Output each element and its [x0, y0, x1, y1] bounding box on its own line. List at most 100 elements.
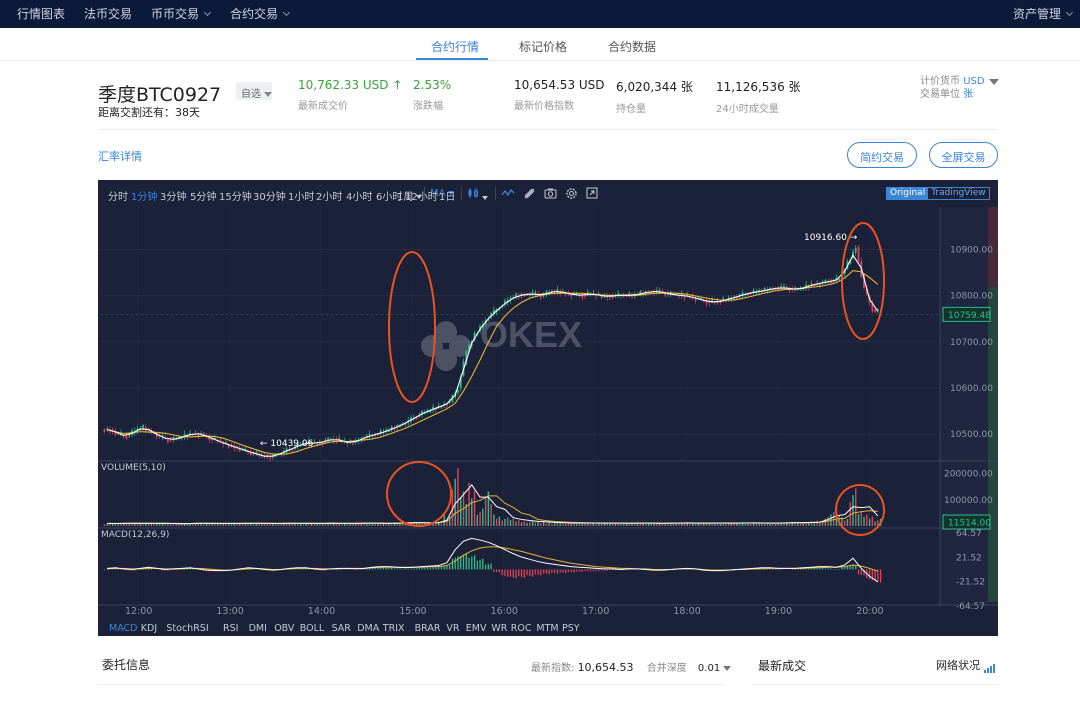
merge-depth-select[interactable]: 0.01 — [698, 663, 732, 674]
tab-contract-data[interactable]: 合约数据 — [608, 40, 657, 54]
candle-body — [111, 429, 114, 432]
indicator-option-dma[interactable]: DMA — [357, 623, 380, 634]
indicator-option-sar[interactable]: SAR — [331, 623, 351, 634]
indicator-option-emv[interactable]: EMV — [465, 623, 487, 634]
indicator-option-boll[interactable]: BOLL — [299, 623, 325, 634]
fullscreen-trade-button[interactable]: 全屏交易 — [929, 142, 998, 168]
current-volume-text: 11514.00 — [948, 519, 991, 529]
view-tradingview-option[interactable]: TradingView — [931, 188, 986, 198]
candle-body — [592, 293, 595, 295]
index-price-stat: 10,654.53 USD 最新价格指数 — [514, 78, 605, 112]
timeframe-option[interactable]: 1小时 — [288, 192, 315, 203]
ma-selector[interactable]: MA — [430, 188, 455, 199]
indicator-option-stochrsi[interactable]: StochRSI — [166, 623, 209, 634]
candle-body — [512, 298, 515, 300]
tab-mark-price[interactable]: 标记价格 — [519, 40, 568, 54]
unit-selector[interactable]: 计价货币 USD 交易单位 张 — [920, 75, 999, 101]
candle-body — [338, 438, 341, 440]
indicator-option-vr[interactable]: VR — [446, 623, 460, 634]
price-tick-label: 10500.00 — [950, 430, 993, 440]
last-price-label: 最新成交价 — [298, 101, 348, 112]
timeframe-option[interactable]: 15分钟 — [219, 192, 252, 203]
candle-body — [584, 295, 586, 297]
timeframe-week[interactable]: 1周 — [397, 188, 423, 203]
macd-tick-label: 64.57 — [956, 529, 982, 539]
nav-item-futures[interactable]: 合约交易 — [230, 5, 291, 22]
price-tick-label: 10800.00 — [950, 292, 993, 302]
candle-body — [824, 280, 827, 283]
ticker-header: 季度BTC0927 距离交割还有：38天 自选 10,762.33 USD ↑ … — [98, 72, 999, 130]
candle-body — [202, 433, 205, 435]
indicator-option-macd[interactable]: MACD — [109, 623, 138, 634]
last-price-stat: 10,762.33 USD ↑ 最新成交价 — [298, 78, 402, 112]
indicator-option-mtm[interactable]: MTM — [536, 623, 559, 634]
candle-body — [796, 289, 799, 291]
indicator-option-wr[interactable]: WR — [491, 623, 508, 634]
candle-body — [434, 408, 437, 410]
indicator-option-obv[interactable]: OBV — [274, 623, 295, 634]
candle-body — [316, 443, 318, 445]
kline-chart[interactable]: 10900.00 10800.00 10700.00 10600.00 10500.00… — [98, 180, 998, 636]
caret-down-icon — [264, 92, 272, 97]
candle-body — [705, 300, 708, 304]
candle-body — [448, 400, 451, 404]
watermark-text: OKEX — [480, 314, 582, 355]
candle-body — [752, 290, 755, 293]
indicator-option-rsi[interactable]: RSI — [223, 623, 239, 634]
candle-body — [446, 404, 448, 406]
candle-body — [857, 247, 860, 262]
candle-body — [490, 313, 493, 318]
indicator-option-trix[interactable]: TRIX — [382, 623, 405, 634]
timeframe-option[interactable]: 6小时 — [376, 192, 403, 203]
time-tick-label: 16:00 — [491, 606, 518, 617]
macd-tick-label: -21.52 — [956, 578, 985, 588]
volume-ma-fast — [107, 484, 879, 525]
candle-body — [363, 438, 365, 440]
macd-dif-line — [107, 537, 879, 583]
candle-body — [294, 447, 296, 449]
delivery-countdown: 距离交割还有：38天 — [98, 106, 200, 119]
timeframe-option[interactable]: 3分钟 — [160, 192, 187, 203]
top-nav: 行情图表 法币交易 币币交易 合约交易 资产管理 — [0, 0, 1080, 28]
nav-item-spot[interactable]: 币币交易 — [151, 5, 212, 22]
simple-trade-button[interactable]: 简约交易 — [847, 142, 917, 168]
favorite-button[interactable]: 自选 — [236, 82, 272, 100]
timeframe-option[interactable]: 4小时 — [346, 192, 373, 203]
candle-body — [700, 297, 702, 300]
timeframe-option[interactable]: 12小时 — [405, 192, 438, 203]
timeframe-option[interactable]: 1分钟 — [131, 192, 158, 203]
candle-body — [103, 429, 106, 432]
candle-body — [805, 284, 807, 288]
chevron-down-icon — [1065, 8, 1074, 17]
nav-item-fiat[interactable]: 法币交易 — [84, 7, 133, 21]
timeframe-option[interactable]: 30分钟 — [253, 192, 286, 203]
timeframe-option[interactable]: 1日 — [439, 192, 456, 203]
chart-view-switch[interactable]: Original TradingView — [886, 187, 990, 200]
arrow-up-icon: ↑ — [392, 78, 403, 92]
candle-body — [606, 296, 609, 298]
candle-body — [600, 295, 603, 299]
chart-canvas[interactable]: 10900.00 10800.00 10700.00 10600.00 10500.00… — [98, 180, 998, 636]
candle-type-caret-icon[interactable] — [482, 191, 488, 204]
nav-item-charts[interactable]: 行情图表 — [17, 7, 66, 21]
timeframe-option[interactable]: 5分钟 — [190, 192, 217, 203]
caret-down-icon — [416, 195, 423, 199]
candle-body — [835, 277, 838, 281]
view-original-option[interactable]: Original — [887, 188, 929, 199]
exchange-rate-link[interactable]: 汇率详情 — [98, 150, 142, 163]
trade-unit-label: 交易单位 — [920, 89, 960, 100]
timeframe-option[interactable]: 分时 — [108, 192, 128, 203]
nav-item-assets[interactable]: 资产管理 — [1013, 5, 1074, 22]
merge-depth-label: 合并深度 — [646, 663, 687, 674]
indicator-option-dmi[interactable]: DMI — [248, 623, 267, 634]
indicator-option-psy[interactable]: PSY — [562, 623, 580, 634]
timeframe-option[interactable]: 2小时 — [316, 192, 343, 203]
macd-label: MACD(12,26,9) — [101, 530, 169, 540]
indicator-option-roc[interactable]: ROC — [510, 623, 532, 634]
highlight-circle-volume-surge — [386, 461, 452, 527]
tab-contract-market[interactable]: 合约行情 — [431, 40, 480, 54]
candle-body — [509, 297, 512, 301]
indicator-option-brar[interactable]: BRAR — [414, 623, 441, 634]
candle-body — [459, 376, 462, 389]
indicator-option-kdj[interactable]: KDJ — [140, 623, 158, 634]
